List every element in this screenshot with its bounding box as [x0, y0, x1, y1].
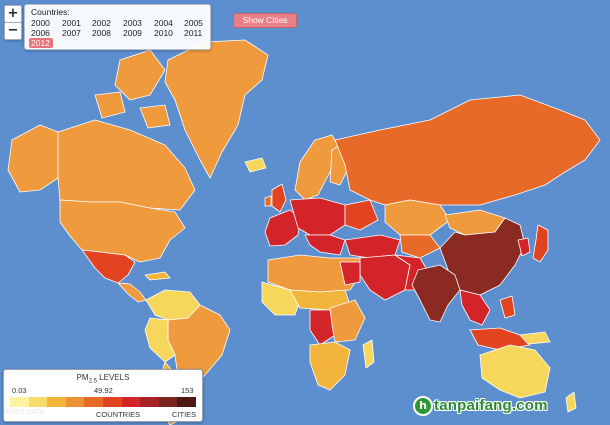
- legend-color-scale: [10, 397, 196, 407]
- year-option-selected[interactable]: 2012: [29, 38, 53, 48]
- region-alaska: [7, 124, 59, 193]
- zoom-in-button[interactable]: +: [4, 5, 22, 23]
- year-option[interactable]: 2002: [92, 18, 111, 28]
- region-russia: [334, 94, 601, 206]
- legend-option-countries[interactable]: COUNTRIES: [96, 410, 141, 419]
- show-cities-button[interactable]: Show Cities: [233, 13, 297, 28]
- region-peru-bolivia: [144, 317, 176, 363]
- legend-title: PM2.5 LEVELS: [76, 373, 130, 385]
- year-option[interactable]: 2005: [184, 18, 203, 28]
- legend-swatch: [121, 397, 141, 407]
- region-new-zealand: [565, 391, 577, 413]
- region-kazakhstan: [384, 199, 451, 236]
- region-egypt: [339, 261, 361, 286]
- region-ukraine: [344, 199, 379, 231]
- year-option[interactable]: 2003: [123, 18, 142, 28]
- year-option[interactable]: 2007: [62, 28, 81, 38]
- legend-swatch: [140, 397, 159, 407]
- region-france-iberia: [264, 209, 301, 247]
- region-indonesia: [469, 327, 531, 351]
- region-mexico: [81, 249, 136, 284]
- region-arctic-islands: [114, 49, 166, 101]
- legend-max: 153: [181, 386, 194, 395]
- legend-swatch: [28, 397, 48, 407]
- region-india: [411, 264, 461, 323]
- year-option[interactable]: 2001: [62, 18, 81, 28]
- year-option[interactable]: 2000: [31, 18, 50, 28]
- region-central-asia: [399, 234, 441, 259]
- region-east-africa: [329, 299, 366, 343]
- legend-min: 0.03: [12, 386, 27, 395]
- countries-label: Countries:: [31, 7, 70, 17]
- region-italy-balkans: [304, 234, 346, 256]
- year-selector-panel: Countries: 2000 2001 2002 2003 2004 2005…: [24, 4, 211, 50]
- zoom-out-button[interactable]: −: [4, 22, 22, 40]
- legend-swatch: [84, 397, 103, 407]
- region-japan: [532, 224, 549, 263]
- brand-logo-icon: h: [413, 396, 433, 416]
- region-greenland: [164, 39, 269, 179]
- region-southern-africa: [309, 341, 351, 391]
- brand-watermark: tanpaifang.com: [434, 397, 548, 414]
- year-option[interactable]: 2008: [92, 28, 111, 38]
- year-option[interactable]: 2010: [154, 28, 173, 38]
- year-option[interactable]: 2004: [154, 18, 173, 28]
- region-uk: [271, 183, 287, 213]
- region-central-europe: [289, 197, 346, 236]
- legend-mid: 49.92: [94, 386, 113, 395]
- legend-swatch: [102, 397, 122, 407]
- region-central-africa: [309, 309, 336, 346]
- legend-swatch: [47, 397, 66, 407]
- region-korea: [517, 237, 531, 257]
- year-option[interactable]: 2011: [184, 28, 203, 38]
- legend-swatch: [177, 397, 196, 407]
- region-australia: [479, 344, 551, 399]
- legend-swatch: [10, 397, 29, 407]
- legend-option-cities[interactable]: CITIES: [172, 410, 197, 419]
- region-madagascar: [362, 339, 375, 369]
- region-usa: [59, 199, 186, 263]
- legend-panel: PM2.5 LEVELS 0.03 49.92 153 COUNTRIES CI…: [3, 369, 203, 422]
- legend-swatch: [65, 397, 85, 407]
- year-option[interactable]: 2009: [123, 28, 142, 38]
- region-southeast-asia: [459, 289, 491, 326]
- brand-tag: PM2.5 DATA: [4, 409, 44, 416]
- region-turkey: [344, 234, 401, 259]
- legend-swatch: [158, 397, 178, 407]
- region-iceland: [244, 157, 267, 173]
- year-option[interactable]: 2006: [31, 28, 50, 38]
